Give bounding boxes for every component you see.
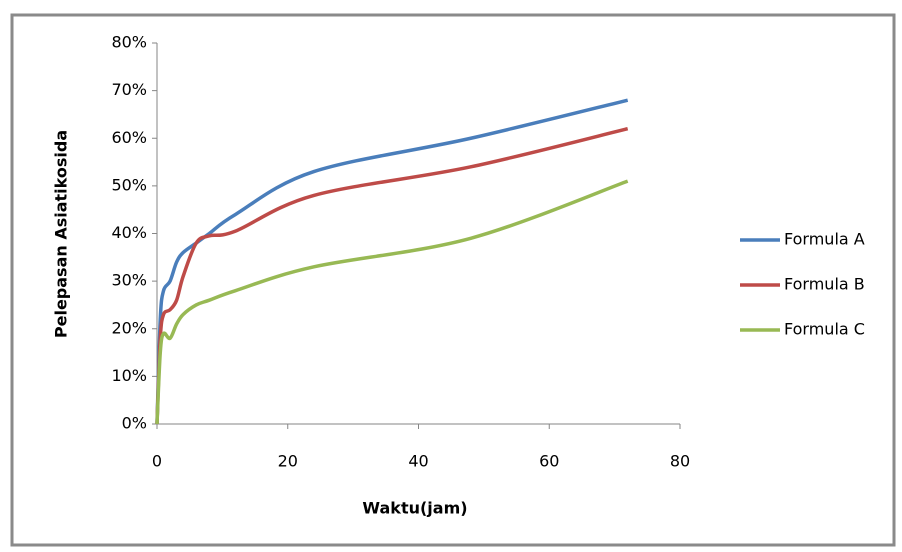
y-tick-label: 80% [111,33,147,52]
y-tick-label: 10% [111,366,147,385]
y-tick-label: 50% [111,175,147,194]
legend-label: Formula C [784,320,865,339]
x-tick-label: 40 [408,452,428,471]
legend-label: Formula A [784,230,865,249]
chart: Waktu(jam) Pelepasan Asiatikosida 0% 10% 2… [0,0,902,552]
y-axis-title: Pelepasan Asiatikosida [52,130,71,338]
x-tick-label: 20 [278,452,298,471]
legend-label: Formula B [784,275,865,294]
x-tick-label: 0 [152,452,162,471]
x-tick-label: 80 [670,452,690,471]
y-tick-label: 60% [111,128,147,147]
y-tick-label: 20% [111,318,147,337]
y-tick-label: 40% [111,223,147,242]
x-tick-label: 60 [539,452,559,471]
y-tick-label: 70% [111,80,147,99]
y-tick-label: 0% [122,414,147,433]
y-tick-label: 30% [111,271,147,290]
x-axis-title: Waktu(jam) [362,499,467,518]
